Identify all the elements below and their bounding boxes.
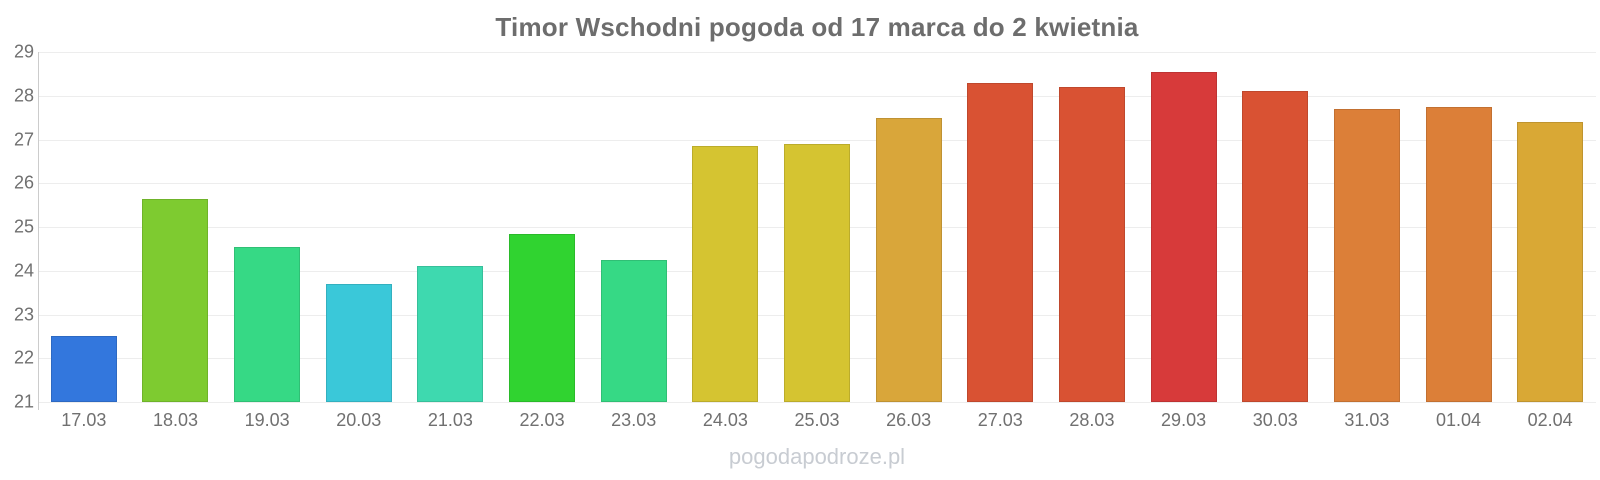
x-tick-label: 24.03 <box>702 410 748 430</box>
x-tick-label: 17.03 <box>61 410 107 430</box>
bar-02.04 <box>1517 122 1584 402</box>
y-tick-label: 24 <box>13 260 34 281</box>
bar-17.03 <box>50 336 117 402</box>
gridline-29 <box>38 52 1596 53</box>
bar-26.03 <box>875 117 942 402</box>
bar-18.03 <box>142 198 209 402</box>
x-tick-label: 30.03 <box>1252 410 1298 430</box>
y-tick-label: 27 <box>13 129 34 149</box>
gridline-27 <box>38 139 1596 141</box>
y-tick-label: 29 <box>13 41 34 62</box>
bar-29.03 <box>1150 71 1217 402</box>
y-axis-line <box>38 52 39 410</box>
bar-30.03 <box>1242 91 1309 402</box>
y-tick-label: 23 <box>13 304 34 324</box>
bar-23.03 <box>600 259 667 402</box>
x-tick-label: 26.03 <box>886 410 932 430</box>
watermark-text: pogodapodroze.pl <box>728 444 906 469</box>
gridline-21 <box>38 402 1596 403</box>
x-tick-label: 19.03 <box>244 410 290 430</box>
y-tick-label: 26 <box>13 172 34 193</box>
bar-22.03 <box>509 233 576 402</box>
bar-20.03 <box>325 283 392 402</box>
bar-01.04 <box>1425 106 1492 402</box>
chart-title: Timor Wschodni pogoda od 17 marca do 2 k… <box>495 12 1139 42</box>
x-tick-label: 21.03 <box>427 410 473 430</box>
y-tick-label: 21 <box>13 391 34 412</box>
x-tick-label: 01.04 <box>1436 410 1482 430</box>
y-tick-label: 28 <box>13 85 34 106</box>
bar-31.03 <box>1333 108 1400 402</box>
x-tick-label: 18.03 <box>152 410 198 430</box>
x-tick-label: 02.04 <box>1527 410 1573 430</box>
x-tick-label: 31.03 <box>1344 410 1390 430</box>
x-tick-label: 28.03 <box>1069 410 1115 430</box>
x-tick-label: 29.03 <box>1161 410 1207 430</box>
bar-21.03 <box>417 266 484 402</box>
x-tick-label: 23.03 <box>611 410 657 430</box>
bar-24.03 <box>692 146 759 402</box>
x-tick-label: 27.03 <box>977 410 1023 430</box>
x-tick-label: 22.03 <box>519 410 565 430</box>
bar-28.03 <box>1058 87 1125 402</box>
y-tick-label: 25 <box>13 216 34 237</box>
bar-25.03 <box>784 143 850 402</box>
x-tick-label: 25.03 <box>794 410 840 430</box>
x-tick-label: 20.03 <box>336 410 382 430</box>
bar-27.03 <box>967 82 1034 402</box>
bar-19.03 <box>234 246 301 402</box>
y-tick-label: 22 <box>13 347 34 368</box>
gridline-28 <box>38 95 1596 97</box>
